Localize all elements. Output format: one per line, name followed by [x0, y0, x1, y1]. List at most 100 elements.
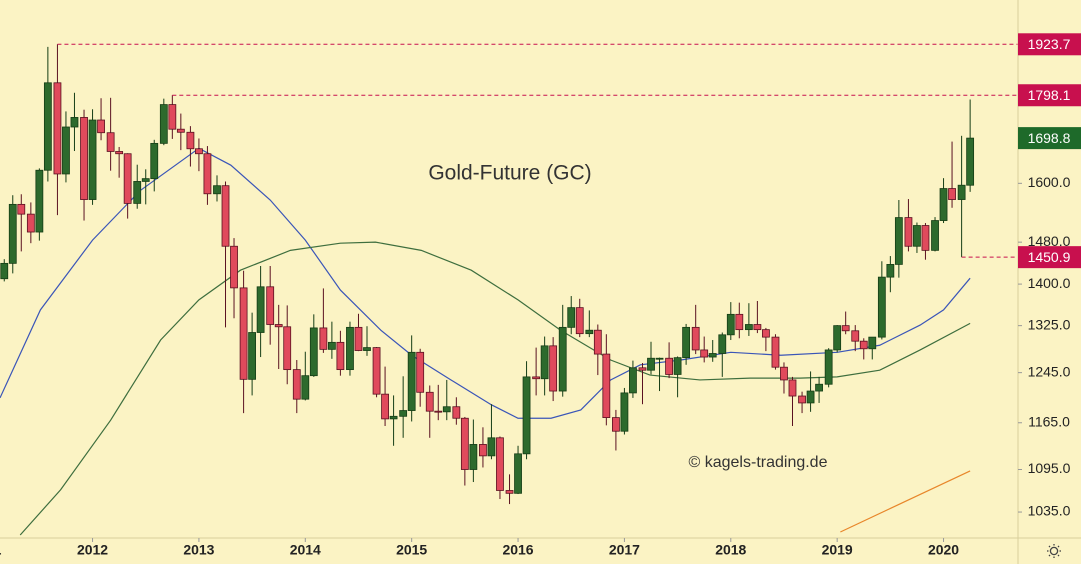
candle-body [788, 379, 797, 397]
candle-body [602, 353, 611, 418]
candle-body [735, 313, 744, 331]
candle-body [833, 325, 842, 351]
candle-body [593, 329, 602, 355]
watermark: © kagels-trading.de [689, 454, 828, 471]
y-tick-label: 1325.0 [1028, 316, 1071, 332]
candle-body [726, 313, 735, 336]
candle-body [53, 82, 62, 175]
candle-body [123, 153, 132, 204]
price-label: 1798.1 [1028, 87, 1071, 103]
candle-body [612, 417, 620, 432]
price-label-box [1018, 33, 1081, 56]
candle-body [372, 347, 381, 395]
candle-body [141, 178, 150, 182]
candle-body [8, 203, 17, 264]
candle-body [336, 341, 345, 371]
candle-body [718, 334, 727, 354]
candle-body [389, 415, 398, 420]
candle-body [868, 336, 877, 350]
candle-body [815, 383, 823, 392]
candle-body [168, 104, 177, 130]
candle-body [665, 357, 673, 375]
candle-body [957, 184, 966, 200]
candle-body [425, 391, 434, 412]
price-label: 1923.7 [1028, 36, 1071, 52]
candle-body [806, 390, 815, 404]
candle-body [620, 392, 629, 432]
candle-body [460, 417, 469, 470]
theme-toggle[interactable] [1047, 544, 1061, 558]
candle-body [115, 151, 124, 155]
candle-body [780, 366, 788, 381]
candle-body [203, 153, 212, 195]
candle-body [274, 324, 283, 328]
candle-body [859, 340, 868, 350]
candle-body [682, 326, 691, 359]
y-tick-label: 1600.0 [1028, 174, 1071, 190]
candle-body [921, 225, 930, 251]
candle-body [575, 307, 584, 335]
candle-body [496, 437, 504, 491]
candle-body [691, 326, 700, 351]
candle-body [744, 324, 753, 331]
candle-body [966, 137, 975, 186]
x-tick-label: 2016 [502, 542, 533, 558]
candle-body [186, 131, 195, 150]
candle-body [354, 326, 363, 351]
candle-body [673, 357, 682, 375]
x-tick-label: 2012 [77, 542, 108, 558]
candle-body [708, 353, 717, 358]
candle-body [176, 128, 185, 133]
x-tick-label: 2018 [715, 542, 746, 558]
candle-body [514, 453, 522, 494]
candle-body [479, 444, 487, 457]
candle-body [931, 220, 939, 251]
candle-body [88, 119, 97, 200]
x-tick-label: 2013 [183, 542, 214, 558]
y-tick-label: 1035.0 [1028, 503, 1071, 519]
y-tick-label: 1480.0 [1028, 233, 1071, 249]
candle-body [913, 225, 921, 247]
y-tick-label: 1400.0 [1028, 275, 1071, 291]
price-label-box [1018, 246, 1081, 269]
candle-body [434, 410, 443, 413]
candle-body [540, 345, 549, 380]
candle-body [841, 325, 850, 332]
candle-body [43, 82, 52, 171]
candle-body [549, 345, 558, 392]
candle-body [647, 357, 655, 371]
candle-body [798, 395, 806, 404]
candle-body [771, 336, 780, 368]
y-tick-label: 1095.0 [1028, 460, 1071, 476]
moving-average-line [19, 241, 971, 536]
candle-body [487, 437, 496, 457]
candle-body [939, 188, 948, 221]
price-label-box [1018, 84, 1081, 107]
candle-body [62, 126, 70, 175]
candle-body [558, 326, 567, 392]
candle-body [327, 341, 336, 350]
y-tick-label: 1165.0 [1028, 413, 1070, 429]
candle-body [753, 324, 762, 331]
candle-body [399, 410, 408, 417]
candle-body [70, 117, 79, 128]
candle-body [17, 203, 26, 215]
candle-body [824, 349, 833, 385]
price-label: 1698.8 [1028, 130, 1071, 146]
candle-body [442, 406, 451, 413]
candle-body [381, 393, 389, 420]
candle-body [886, 264, 895, 278]
candle-body [213, 185, 221, 195]
plot-area [0, 43, 1018, 536]
candle-body [292, 369, 301, 400]
candle-body [416, 351, 425, 393]
candle-body [655, 357, 664, 360]
candle-body [301, 375, 310, 400]
candle-body [266, 286, 275, 325]
candle-body [363, 347, 371, 351]
candle-body [585, 329, 594, 335]
candle-body [283, 326, 292, 371]
candle-body [309, 327, 318, 377]
